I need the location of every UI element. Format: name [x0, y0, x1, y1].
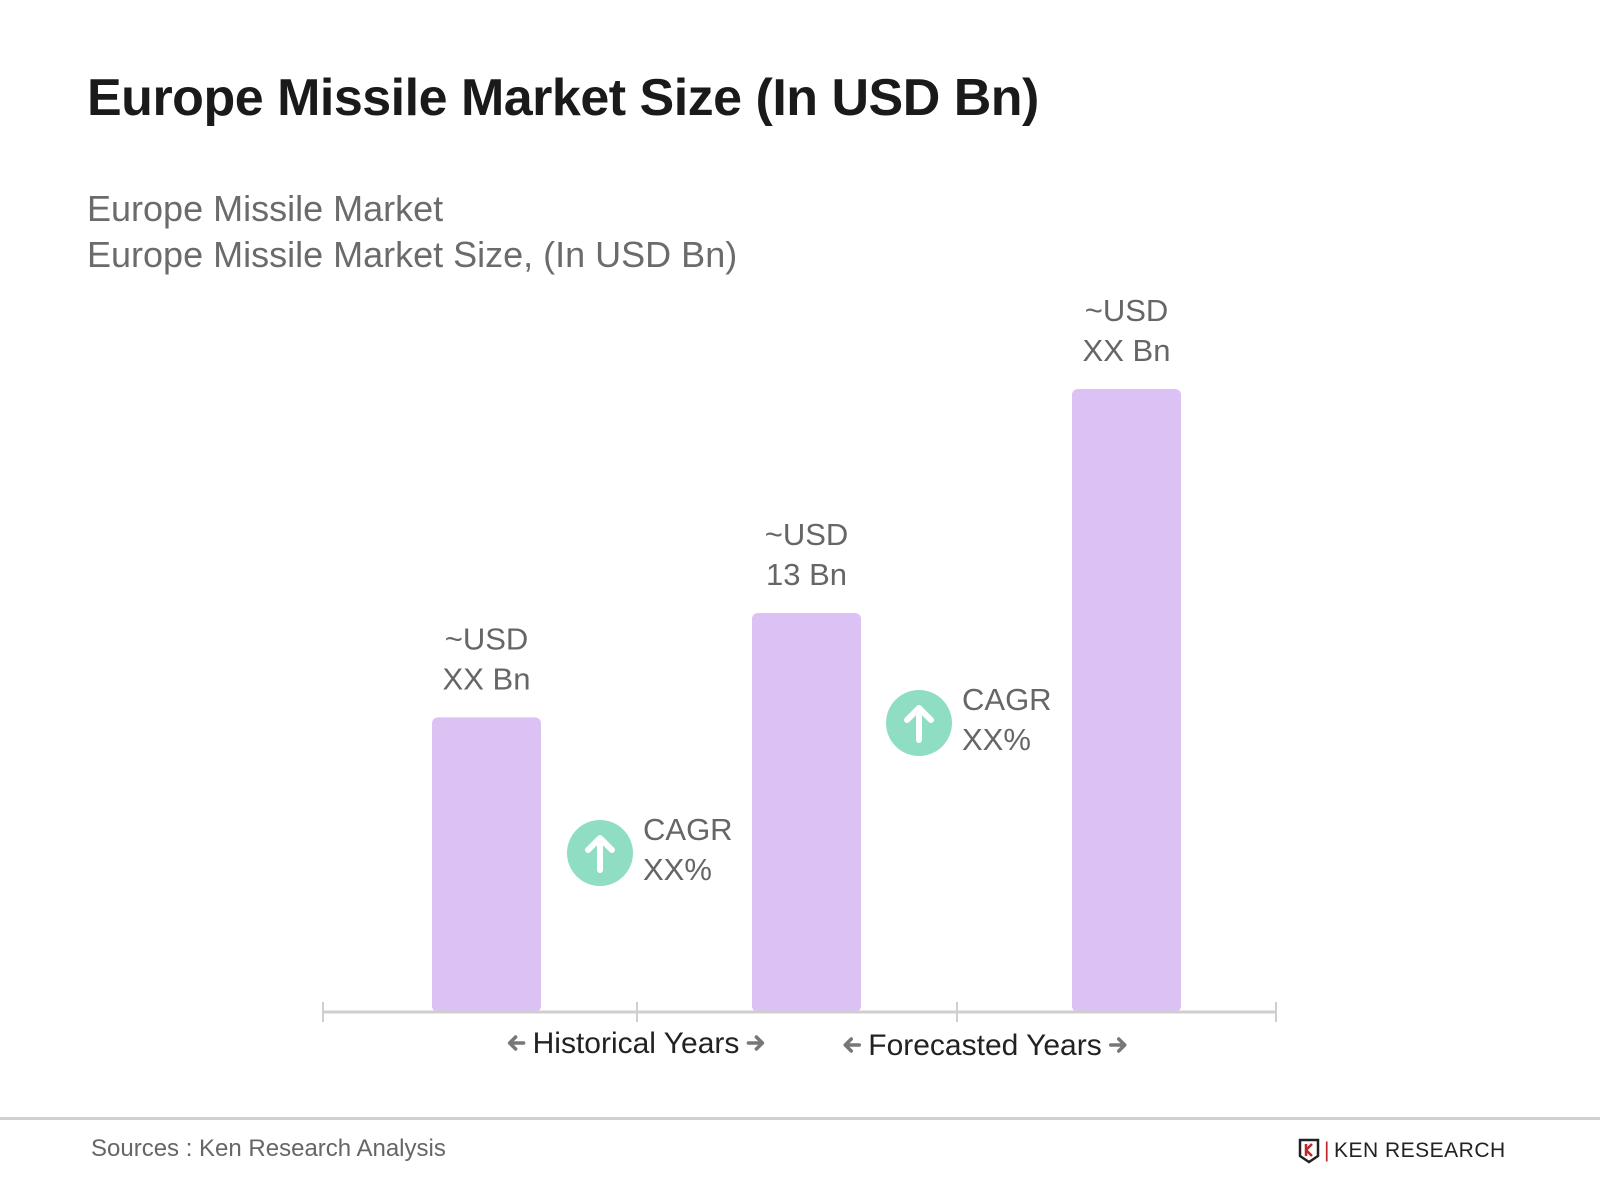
bar: [752, 613, 861, 1012]
logo-text: KEN RESEARCH: [1333, 1139, 1506, 1162]
data-label: ~USD: [445, 621, 529, 656]
cagr-label: CAGR: [643, 812, 733, 847]
period-label: Historical Years: [533, 1027, 740, 1060]
arrow-right-icon: [1108, 1037, 1127, 1053]
footer-divider: [0, 1117, 1600, 1120]
period-label: Forecasted Years: [868, 1029, 1101, 1062]
data-label: XX Bn: [1083, 333, 1171, 368]
arrow-up-icon: [904, 705, 934, 743]
cagr-label: CAGR: [962, 682, 1052, 717]
chart-title: Europe Missile Market Size (In USD Bn): [87, 69, 1039, 127]
data-label: 13 Bn: [766, 557, 847, 592]
source-note: Sources : Ken Research Analysis: [91, 1135, 446, 1162]
data-label: ~USD: [1085, 293, 1169, 328]
bar-chart: ~USD XX Bn ~USD 13 Bn ~USD XX Bn CAGR XX% CAGR XX…: [322, 293, 1277, 1062]
ken-research-logo: | KEN RESEARCH: [1298, 1138, 1506, 1164]
bar: [1072, 389, 1181, 1012]
arrow-left-icon: [843, 1037, 862, 1053]
chart-subtitle: Europe Missile Market: [87, 188, 444, 229]
bar: [432, 717, 541, 1012]
arrow-left-icon: [507, 1035, 526, 1051]
arrow-up-icon: [585, 835, 615, 873]
logo-shield-icon: [1298, 1138, 1320, 1164]
arrow-right-icon: [746, 1035, 765, 1051]
data-label: XX Bn: [443, 661, 531, 696]
cagr-label: XX%: [643, 852, 712, 887]
chart-subtitle-units: Europe Missile Market Size, (In USD Bn): [87, 234, 738, 275]
data-label: ~USD: [765, 517, 849, 552]
cagr-label: XX%: [962, 722, 1031, 757]
